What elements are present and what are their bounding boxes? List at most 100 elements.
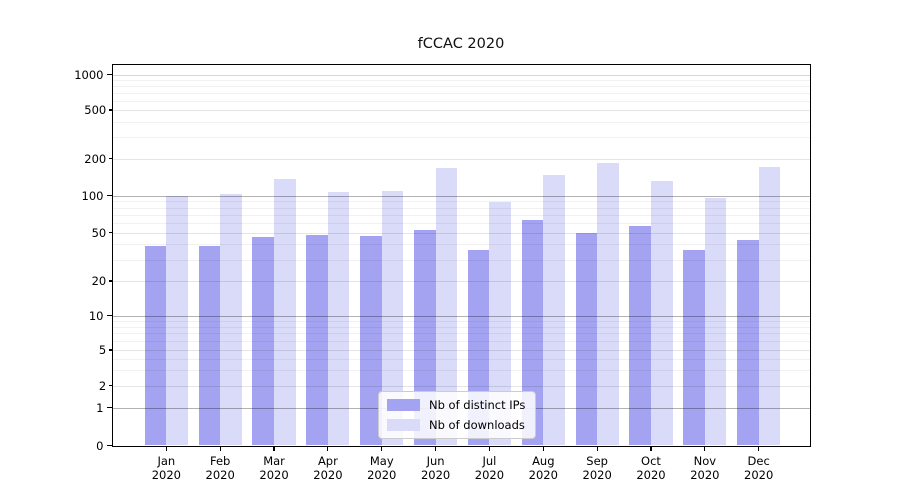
gridline (113, 326, 810, 328)
bar-downloads (758, 167, 781, 445)
y-tick-label: 50 (91, 225, 107, 240)
gridline (113, 80, 810, 82)
x-tick-label: Jan 2020 (151, 453, 181, 482)
bar-distinct-ips (360, 235, 382, 445)
bar-distinct-ips (737, 240, 759, 445)
gridline (113, 158, 810, 160)
x-tick-label: Oct 2020 (636, 453, 666, 482)
gridline (113, 244, 810, 246)
legend: Nb of distinct IPs Nb of downloads (378, 391, 537, 439)
bar-distinct-ips (575, 232, 598, 445)
legend-item: Nb of downloads (387, 418, 525, 432)
gridline (113, 358, 810, 360)
y-tick-mark (109, 349, 113, 351)
x-tick-mark (435, 446, 437, 451)
bar-distinct-ips (521, 220, 544, 445)
y-tick-mark (109, 231, 113, 234)
x-tick-mark (596, 446, 598, 451)
x-tick-label: Nov 2020 (690, 453, 720, 482)
bar-downloads (597, 163, 619, 445)
y-tick-mark (106, 195, 113, 197)
x-tick-mark (219, 446, 221, 451)
y-tick-mark (106, 406, 113, 409)
y-tick-mark (109, 158, 113, 160)
gridline (113, 110, 810, 111)
gridline (113, 350, 810, 351)
legend-item: Nb of distinct IPs (387, 398, 525, 412)
gridline (113, 121, 810, 123)
legend-swatch-distinct-ips (387, 399, 420, 411)
x-tick-mark (488, 446, 491, 451)
gridline (113, 100, 810, 102)
y-tick-mark (109, 280, 113, 282)
x-tick-mark (758, 446, 760, 451)
x-tick-mark (542, 446, 544, 451)
gridline (113, 207, 810, 209)
bar-downloads (543, 175, 565, 445)
y-tick-label: 2 (98, 378, 107, 393)
x-tick-label: Jun 2020 (420, 453, 451, 482)
chart-title: fCCAC 2020 (417, 36, 505, 52)
y-tick-label: 0 (96, 438, 104, 453)
gridline (113, 340, 810, 342)
y-tick-label: 100 (81, 188, 104, 203)
gridline (113, 333, 810, 335)
bar-downloads (435, 167, 458, 445)
x-tick-label: Sep 2020 (582, 453, 612, 482)
y-tick-label: 500 (84, 103, 107, 117)
y-tick-mark (106, 444, 113, 447)
bar-distinct-ips (629, 225, 651, 445)
gridline (113, 281, 810, 282)
legend-label: Nb of downloads (429, 418, 525, 432)
x-tick-mark (165, 446, 167, 451)
gridline (113, 385, 810, 387)
gridline (113, 222, 810, 224)
y-tick-label: 200 (84, 151, 107, 166)
gridline (113, 315, 810, 317)
y-tick-label: 5 (98, 343, 107, 357)
bar-downloads (274, 178, 296, 445)
bar-distinct-ips (252, 236, 275, 445)
y-tick-label: 1 (96, 400, 104, 415)
bar-distinct-ips (683, 249, 705, 445)
x-tick-label: Mar 2020 (259, 453, 289, 482)
y-tick-mark (106, 74, 113, 76)
y-tick-label: 1000 (74, 67, 104, 82)
y-tick-mark (106, 315, 113, 317)
bar-downloads (220, 194, 242, 445)
gridline (113, 369, 810, 371)
bar-distinct-ips (198, 245, 221, 445)
x-tick-label: May 2020 (367, 453, 397, 482)
gridline (113, 232, 810, 234)
y-tick-label: 10 (88, 308, 104, 323)
bar-downloads (489, 202, 512, 445)
bar-distinct-ips (144, 245, 167, 445)
gridline (113, 259, 810, 261)
bar-downloads (327, 192, 350, 445)
x-tick-mark (381, 446, 383, 451)
bar-downloads (166, 195, 188, 445)
bar-downloads (381, 190, 404, 445)
gridline (113, 195, 810, 197)
x-tick-mark (704, 446, 706, 451)
gridline (113, 74, 810, 76)
x-tick-mark (327, 446, 329, 451)
gridline (113, 86, 810, 88)
y-tick-mark (109, 109, 113, 111)
y-tick-label: 20 (91, 274, 107, 288)
bar-downloads (704, 197, 727, 445)
gridline (113, 137, 810, 139)
x-tick-label: Apr 2020 (313, 453, 343, 482)
gridline (113, 201, 810, 203)
bar-downloads (651, 180, 673, 445)
x-tick-label: Aug 2020 (528, 453, 558, 482)
x-tick-label: Feb 2020 (205, 453, 235, 482)
legend-swatch-downloads (387, 419, 420, 431)
bar-distinct-ips (306, 234, 328, 445)
gridline (113, 214, 810, 216)
gridline (113, 320, 810, 322)
y-tick-mark (109, 384, 113, 387)
x-tick-mark (650, 446, 652, 451)
x-tick-label: Jul 2020 (474, 453, 505, 482)
